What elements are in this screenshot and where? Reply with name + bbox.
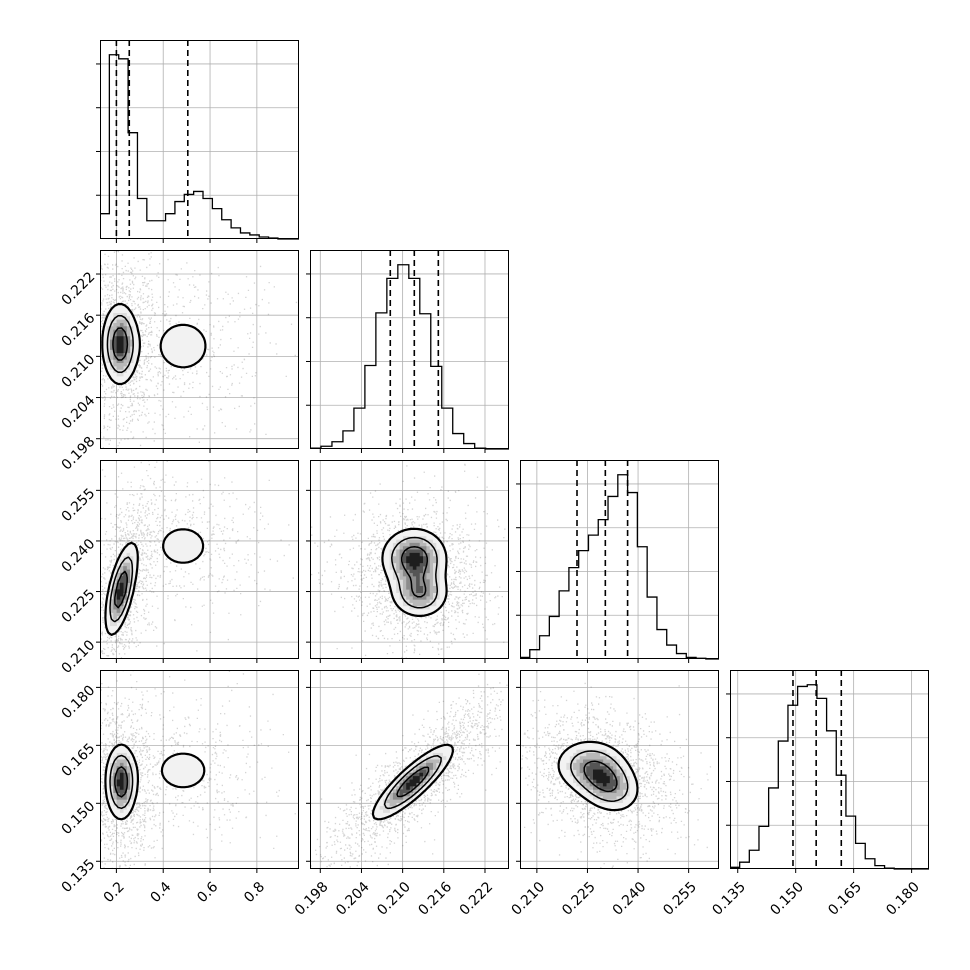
panel-background — [730, 670, 929, 869]
x-tick-label: 0.210 — [509, 879, 549, 919]
panel-content — [100, 460, 299, 659]
contour-line — [557, 740, 639, 812]
contour-line — [106, 315, 134, 374]
contour-line — [383, 755, 442, 810]
contour-line — [109, 556, 134, 623]
x-tick-label: 0.180 — [883, 879, 923, 919]
x-tick-label: 0.2 — [101, 879, 128, 906]
histogram-panel-p1 — [306, 250, 509, 453]
x-tick-label: 0.8 — [241, 879, 268, 906]
x-tick-label: 0.240 — [610, 879, 650, 919]
panel-content — [100, 250, 298, 449]
scatter-points — [100, 460, 299, 659]
density-fill — [106, 743, 204, 820]
x-tick-label: 0.222 — [457, 879, 497, 919]
panel-content — [310, 670, 509, 869]
y-tick-label: 0.210 — [59, 351, 99, 391]
contour-line — [104, 743, 206, 821]
scatter-panel-p2-p3: 0.210 0.225 0.240 0.255 — [509, 670, 719, 919]
x-tick-label: 0.135 — [709, 879, 749, 919]
density-fill — [116, 336, 124, 354]
contour-line — [391, 536, 439, 609]
histogram-step-line — [730, 684, 929, 870]
x-tick-label: 0.4 — [147, 879, 174, 906]
contour-line — [381, 527, 448, 617]
panel-content — [100, 670, 296, 869]
panel-border — [310, 460, 509, 659]
panel-background — [520, 460, 719, 659]
x-tick-label: 0.165 — [825, 879, 865, 919]
panel-border — [310, 670, 509, 869]
density-fill — [593, 769, 610, 787]
panel-content — [520, 670, 712, 869]
contour-line — [570, 750, 629, 802]
contour-line — [396, 766, 430, 798]
y-tick-label: 0.198 — [59, 434, 99, 474]
contour-line — [101, 302, 207, 386]
panel-content — [311, 463, 509, 659]
contour-line — [112, 327, 129, 361]
scatter-panel-p0-p3: 0.2 0.4 0.6 0.8 0.135 0.150 0.165 0.180 — [59, 670, 299, 906]
panel-border — [520, 670, 719, 869]
panel-border — [100, 460, 299, 659]
y-tick-label: 0.210 — [59, 637, 99, 677]
histogram-step-line — [310, 264, 509, 450]
panel-border — [100, 40, 299, 239]
x-tick-label: 0.198 — [292, 879, 332, 919]
contour-line — [400, 545, 429, 598]
histogram-step-line — [520, 474, 719, 660]
scatter-panel-p1-p2 — [306, 460, 509, 663]
density-fill — [406, 552, 424, 570]
contour-line — [114, 570, 128, 609]
histogram-panel-p0 — [96, 40, 299, 243]
panel-border — [310, 250, 509, 449]
y-tick-label: 0.222 — [59, 269, 99, 309]
y-tick-label: 0.180 — [59, 682, 99, 722]
x-tick-label: 0.255 — [660, 879, 700, 919]
panel-border — [100, 670, 299, 869]
y-tick-label: 0.150 — [59, 798, 99, 838]
x-tick-label: 0.216 — [415, 879, 455, 919]
panel-border — [520, 460, 719, 659]
y-tick-label: 0.135 — [59, 856, 99, 896]
contour-line — [114, 766, 129, 798]
scatter-points — [100, 250, 298, 449]
x-tick-label: 0.225 — [559, 879, 599, 919]
histogram-panel-p2 — [516, 460, 719, 663]
y-tick-label: 0.204 — [59, 393, 99, 433]
histogram-step-line — [100, 54, 299, 240]
scatter-points — [100, 670, 296, 869]
panel-border — [730, 670, 929, 869]
contour-line — [104, 528, 205, 636]
y-tick-label: 0.165 — [59, 740, 99, 780]
x-tick-label: 0.6 — [194, 879, 221, 906]
x-tick-label: 0.210 — [374, 879, 414, 919]
panel-background — [310, 250, 509, 449]
histogram-panel-p3: 0.135 0.150 0.165 0.180 — [709, 670, 929, 919]
panel-background — [100, 40, 299, 239]
y-tick-label: 0.225 — [59, 587, 99, 627]
density-fill — [116, 582, 124, 600]
density-fill — [406, 772, 424, 790]
x-tick-label: 0.150 — [767, 879, 807, 919]
x-tick-label: 0.204 — [333, 879, 373, 919]
panel-border — [100, 250, 299, 449]
contour-line — [371, 743, 454, 821]
y-tick-label: 0.240 — [59, 536, 99, 576]
contour-line — [109, 754, 134, 810]
contour-line — [583, 760, 618, 793]
y-tick-label: 0.255 — [59, 485, 99, 525]
density-fill — [116, 772, 124, 790]
y-tick-label: 0.216 — [59, 310, 99, 350]
